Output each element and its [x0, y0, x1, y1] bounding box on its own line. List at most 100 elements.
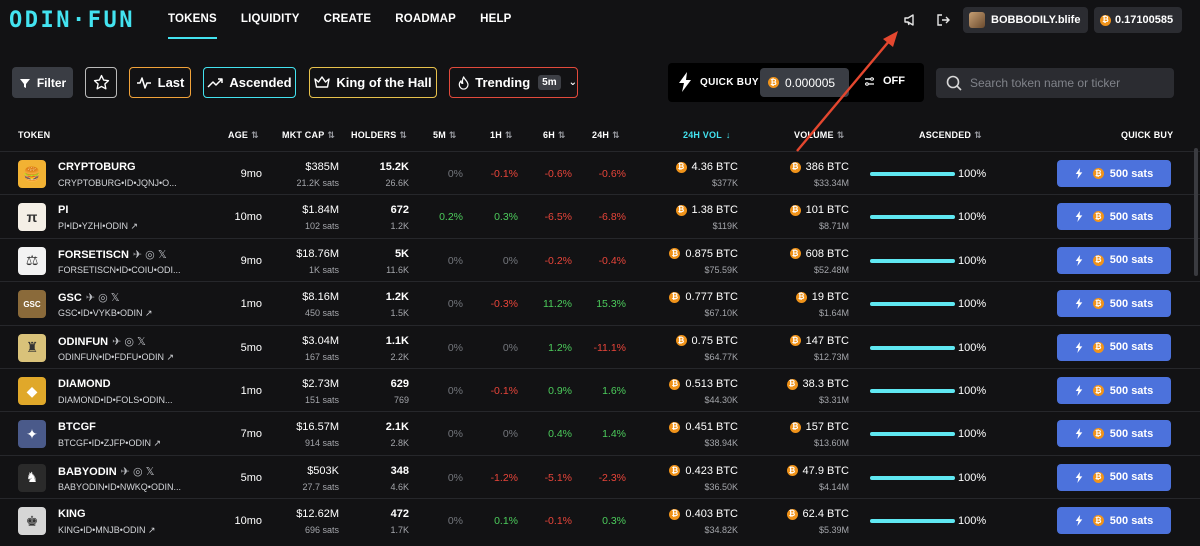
- social-icons[interactable]: ✈ ◎ 𝕏: [112, 335, 146, 348]
- change-6h: -0.2%: [544, 254, 572, 267]
- nav-link-tokens[interactable]: TOKENS: [168, 13, 217, 39]
- quick-buy-button[interactable]: ₿ 500 sats: [1057, 160, 1171, 187]
- trend-up-icon: [207, 77, 224, 88]
- change-1h: 0%: [502, 254, 518, 267]
- odin-fun-logo[interactable]: ODIN·FUN: [9, 8, 135, 33]
- token-row[interactable]: ♚ KING KING•ID•MNJB•ODIN ↗ 10mo $12.62M …: [0, 498, 1200, 541]
- social-icons[interactable]: ✈ ◎ 𝕏: [120, 465, 155, 478]
- search-icon: [946, 75, 962, 91]
- favorites-button[interactable]: [85, 67, 117, 98]
- quick-buy-toggle[interactable]: OFF: [864, 75, 905, 87]
- volume-24h-usd: $119K: [712, 221, 738, 232]
- search-input[interactable]: [970, 76, 1160, 90]
- chevron-down-icon[interactable]: ⌄: [568, 77, 577, 88]
- bitcoin-icon: ₿: [786, 465, 798, 477]
- quick-buy-button[interactable]: ₿ 500 sats: [1057, 333, 1171, 361]
- bitcoin-icon: ₿: [1092, 471, 1104, 483]
- quick-buy-amount-input[interactable]: ₿ 0.000005: [760, 68, 849, 97]
- token-logo: ♞: [18, 463, 46, 492]
- bitcoin-icon: ₿: [1092, 515, 1104, 527]
- social-icons[interactable]: ✈ ◎ 𝕏: [85, 292, 120, 305]
- announcement-icon[interactable]: [902, 12, 918, 28]
- change-6h: -0.1%: [544, 515, 572, 528]
- token-search[interactable]: [936, 68, 1174, 98]
- bitcoin-icon: ₿: [1092, 385, 1104, 396]
- sort-last-button[interactable]: Last: [129, 67, 191, 98]
- token-logo: GSC: [18, 290, 46, 319]
- token-row[interactable]: ♞ BABYODIN ✈ ◎ 𝕏 BABYODIN•ID•NWKQ•ODIN...…: [0, 454, 1200, 498]
- token-name[interactable]: KING: [58, 508, 86, 521]
- nav-link-create[interactable]: CREATE: [323, 13, 372, 25]
- nav-link-roadmap[interactable]: ROADMAP: [395, 13, 457, 25]
- nav-link-help[interactable]: HELP: [480, 13, 512, 25]
- token-name[interactable]: GSC: [58, 292, 82, 305]
- trending-period-select[interactable]: 5m: [538, 75, 561, 90]
- volume-24h: ₿ 1.38 BTC: [675, 204, 738, 216]
- header-1h[interactable]: 1H ⇅: [490, 130, 513, 140]
- user-profile-button[interactable]: BOBBODILY.blife: [963, 7, 1088, 33]
- ascended-progress-bar: [870, 519, 955, 524]
- quick-buy-button[interactable]: ₿ 500 sats: [1057, 463, 1171, 491]
- token-name[interactable]: CRYPTOBURG: [58, 161, 136, 173]
- top-navbar: ODIN·FUN TOKENS LIQUIDITY CREATE ROADMAP HEL…: [0, 0, 1200, 42]
- token-name[interactable]: FORSETISCN: [58, 248, 129, 261]
- header-24h[interactable]: 24H ⇅: [592, 130, 620, 140]
- external-link-icon[interactable]: ↗: [147, 525, 156, 536]
- change-1h: -1.2%: [490, 471, 518, 484]
- header-mkt-cap[interactable]: MKT CAP ⇅: [282, 130, 336, 140]
- sort-ascended-button[interactable]: Ascended: [203, 67, 296, 98]
- token-row[interactable]: ⚖ FORSETISCN ✈ ◎ 𝕏 FORSETISCN•ID•COIU•ODI…: [0, 237, 1200, 281]
- sort-trending-button[interactable]: Trending 5m ⌄: [449, 67, 578, 98]
- external-link-icon[interactable]: ↗: [130, 221, 139, 232]
- bitcoin-icon: ₿: [789, 161, 801, 173]
- change-1h: 0%: [502, 341, 518, 354]
- quick-buy-button[interactable]: ₿ 500 sats: [1057, 420, 1171, 448]
- ascended-percent: 100%: [958, 211, 987, 224]
- header-ascended[interactable]: ASCENDED ⇅: [919, 130, 982, 140]
- token-row[interactable]: π PI PI•ID•YZHI•ODIN ↗ 10mo $1.84M 102 s…: [0, 194, 1200, 237]
- quick-buy-button[interactable]: ₿ 500 sats: [1057, 377, 1171, 404]
- token-name[interactable]: PI: [58, 204, 69, 217]
- header-token[interactable]: TOKEN: [18, 130, 51, 140]
- quick-buy-button[interactable]: ₿ 500 sats: [1057, 203, 1171, 231]
- external-link-icon[interactable]: ↗: [166, 351, 175, 362]
- scrollbar[interactable]: [1194, 148, 1198, 276]
- sort-down-icon: ↓: [725, 130, 731, 140]
- token-row[interactable]: GSC GSC ✈ ◎ 𝕏 GSC•ID•VYKB•ODIN ↗ 1mo $8.1…: [0, 281, 1200, 324]
- volume-24h-usd: $36.50K: [704, 481, 738, 492]
- token-name[interactable]: BTCGF: [58, 421, 96, 434]
- change-6h: 1.2%: [548, 341, 572, 354]
- token-id: BABYODIN•ID•NWKQ•ODIN...: [58, 481, 181, 492]
- filter-button[interactable]: Filter: [12, 67, 73, 98]
- social-icons[interactable]: ✈ ◎ 𝕏: [132, 248, 167, 261]
- header-age[interactable]: AGE ⇅: [228, 130, 259, 140]
- token-name[interactable]: DIAMOND: [58, 378, 111, 390]
- token-name[interactable]: BABYODIN: [58, 465, 117, 478]
- header-volume[interactable]: VOLUME ⇅: [794, 130, 845, 140]
- wallet-balance-button[interactable]: ₿ 0.17100585: [1094, 7, 1182, 33]
- total-volume-usd: $3.31M: [818, 395, 849, 405]
- external-link-icon[interactable]: ↗: [153, 438, 162, 449]
- quick-buy-panel: QUICK BUY ₿ 0.000005 OFF: [668, 63, 924, 102]
- quick-buy-button[interactable]: ₿ 500 sats: [1057, 246, 1171, 274]
- quick-buy-label: QUICK BUY: [700, 77, 759, 88]
- market-cap-sats: 1K sats: [308, 264, 339, 275]
- sort-king-of-hall-button[interactable]: King of the Hall: [309, 67, 437, 98]
- quick-buy-button[interactable]: ₿ 500 sats: [1057, 290, 1171, 318]
- header-5m[interactable]: 5M ⇅: [433, 130, 457, 140]
- token-row[interactable]: 🍔 CRYPTOBURG CRYPTOBURG•ID•JQNJ•O... 9mo…: [0, 151, 1200, 194]
- token-age: 9mo: [240, 254, 262, 267]
- quick-buy-button[interactable]: ₿ 500 sats: [1057, 507, 1171, 535]
- external-link-icon[interactable]: ↗: [144, 308, 153, 319]
- token-name[interactable]: ODINFUN: [58, 335, 109, 348]
- token-row[interactable]: ♜ ODINFUN ✈ ◎ 𝕏 ODINFUN•ID•FDFU•ODIN ↗ 5m…: [0, 324, 1200, 368]
- sort-icon: ⇅: [399, 130, 408, 140]
- nav-link-liquidity[interactable]: LIQUIDITY: [240, 13, 300, 25]
- logout-icon[interactable]: [935, 12, 951, 28]
- token-row[interactable]: ◆ DIAMOND DIAMOND•ID•FOLS•ODIN... 1mo $2…: [0, 368, 1200, 411]
- header-holders[interactable]: HOLDERS ⇅: [351, 130, 408, 140]
- token-row[interactable]: ✦ BTCGF BTCGF•ID•ZJFP•ODIN ↗ 7mo $16.57M…: [0, 411, 1200, 454]
- header-6h[interactable]: 6H ⇅: [543, 130, 566, 140]
- market-cap-sats: 450 sats: [304, 308, 339, 319]
- header-24h-vol[interactable]: 24H VOL ↓: [683, 130, 731, 140]
